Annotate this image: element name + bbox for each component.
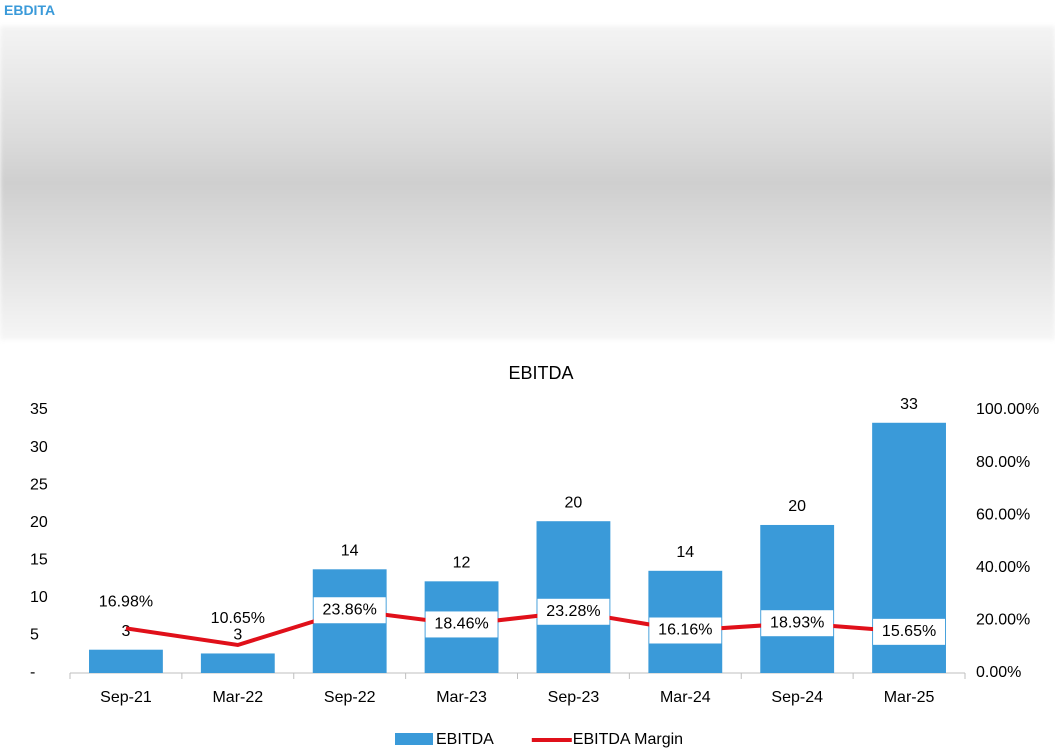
bar bbox=[760, 524, 835, 673]
line-value-label: 18.46% bbox=[434, 616, 488, 633]
bar-value-label: 20 bbox=[565, 494, 583, 511]
line-value-label: 16.16% bbox=[658, 622, 712, 639]
y-tick-label: 30 bbox=[30, 439, 48, 456]
bar bbox=[200, 653, 275, 673]
line-value-label: 16.98% bbox=[99, 594, 153, 611]
line-value-label: 23.28% bbox=[546, 603, 600, 620]
x-tick-label: Mar-25 bbox=[884, 689, 935, 706]
bar-value-label: 14 bbox=[341, 543, 359, 560]
y-tick-label: - bbox=[30, 664, 35, 681]
label-box bbox=[313, 597, 386, 624]
line-value-label: 23.86% bbox=[323, 601, 377, 618]
label-box bbox=[425, 611, 498, 638]
y2-tick-label: 0.00% bbox=[976, 664, 1021, 681]
line-value-label: 15.65% bbox=[882, 623, 936, 640]
y2-tick-label: 40.00% bbox=[976, 559, 1030, 576]
legend-label: EBITDA bbox=[436, 731, 494, 748]
bar-value-label: 12 bbox=[453, 555, 471, 572]
bar-value-label: 20 bbox=[788, 498, 806, 515]
x-tick-label: Mar-24 bbox=[660, 689, 711, 706]
label-box bbox=[873, 618, 946, 645]
y2-tick-label: 100.00% bbox=[976, 401, 1039, 418]
y-tick-label: 25 bbox=[30, 476, 48, 493]
x-tick-label: Mar-22 bbox=[212, 689, 263, 706]
blurred-image bbox=[0, 26, 1055, 340]
y-tick-label: 5 bbox=[30, 627, 39, 644]
header-title: EBDITA bbox=[4, 2, 56, 18]
x-tick-label: Mar-23 bbox=[436, 689, 487, 706]
bar bbox=[536, 521, 611, 673]
line-value-label: 10.65% bbox=[211, 610, 265, 627]
bar-value-label: 33 bbox=[900, 396, 918, 413]
legend-label: EBITDA Margin bbox=[573, 731, 683, 748]
x-tick-label: Sep-23 bbox=[548, 689, 600, 706]
y2-tick-label: 60.00% bbox=[976, 506, 1030, 523]
label-box bbox=[761, 610, 834, 637]
bar bbox=[89, 649, 163, 673]
legend-swatch bbox=[395, 733, 433, 745]
y-tick-label: 35 bbox=[30, 401, 48, 418]
y2-tick-label: 20.00% bbox=[976, 612, 1030, 629]
line-value-label: 18.93% bbox=[770, 614, 824, 631]
y-tick-label: 15 bbox=[30, 552, 48, 569]
x-tick-label: Sep-24 bbox=[771, 689, 823, 706]
chart-title: EBITDA bbox=[508, 363, 573, 383]
bar-value-label: 3 bbox=[121, 623, 130, 640]
y-tick-label: 20 bbox=[30, 514, 48, 531]
label-box bbox=[649, 617, 722, 644]
x-tick-label: Sep-21 bbox=[100, 689, 152, 706]
y2-tick-label: 80.00% bbox=[976, 454, 1030, 471]
x-tick-label: Sep-22 bbox=[324, 689, 376, 706]
bar-value-label: 3 bbox=[233, 627, 242, 644]
bar-value-label: 14 bbox=[676, 544, 694, 561]
label-box bbox=[537, 598, 610, 625]
y-tick-label: 10 bbox=[30, 589, 48, 606]
